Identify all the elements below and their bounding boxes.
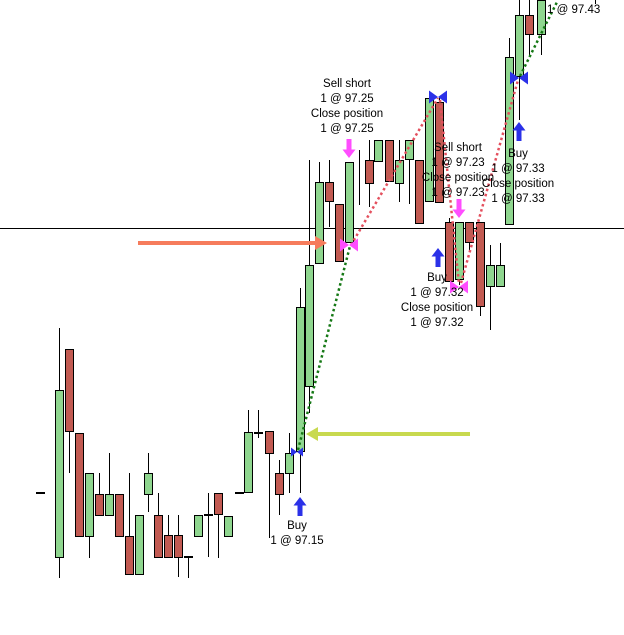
candle-up	[285, 453, 294, 474]
candle-up	[374, 140, 383, 162]
annotation-line: 1 @ 97.32	[410, 317, 464, 329]
doji-open-close-tick	[184, 556, 193, 558]
annotation-line: 1 @ 97.43	[547, 4, 601, 16]
candle-up	[135, 515, 144, 575]
doji-open-close-tick	[36, 492, 45, 494]
candle-down	[95, 494, 104, 516]
candle-up	[244, 432, 253, 493]
candle-wick	[595, 0, 596, 4]
annotation-line: Buy	[427, 272, 447, 284]
candle-wick	[490, 245, 491, 330]
doji-open-close-tick	[254, 432, 263, 434]
trade-annotation-sell-short-97-25: Sell short 1 @ 97.25 Close position 1 @ 97.…	[311, 77, 383, 137]
annotation-line: 1 @ 97.33	[491, 193, 545, 205]
candle-up	[85, 473, 94, 537]
candle-up	[315, 182, 324, 264]
annotation-line: 1 @ 97.23	[431, 187, 485, 199]
annotation-line: 1 @ 97.33	[491, 163, 545, 175]
candle-down	[214, 493, 223, 515]
pointer-arrow-icon	[306, 427, 470, 441]
trade-annotation-buy-97-32: Buy 1 @ 97.32 Close position 1 @ 97.32	[401, 271, 473, 331]
buy-arrow-icon	[512, 122, 526, 141]
candle-down	[525, 15, 534, 35]
doji-open-close-tick	[235, 492, 244, 494]
sell-arrow-icon	[452, 199, 466, 218]
candle-down	[164, 535, 173, 558]
candle-down	[115, 494, 124, 537]
annotation-line: Buy	[287, 520, 307, 532]
annotation-line: Close position	[481, 178, 555, 190]
candle-down	[365, 160, 374, 184]
candle-up	[194, 515, 203, 537]
candle-down	[75, 433, 84, 537]
trade-annotation-sell-short-97-23: Sell short 1 @ 97.23 Close position 1 @ 97.…	[422, 141, 494, 201]
candle-wick	[359, 150, 360, 205]
candle-down	[325, 182, 334, 202]
sell-arrow-icon	[342, 139, 356, 158]
annotation-line: 1 @ 97.23	[431, 157, 485, 169]
candle-up	[486, 265, 495, 287]
candle-wick	[208, 493, 209, 557]
candle-wick	[258, 410, 259, 438]
candle-down	[265, 431, 274, 454]
candle-up	[345, 162, 354, 243]
candle-wick	[269, 431, 270, 538]
candle-down	[465, 222, 474, 243]
candle-down	[65, 349, 74, 432]
annotation-line: Sell short	[323, 78, 371, 90]
candle-down	[275, 473, 284, 495]
candle-up	[405, 140, 414, 160]
candle-down	[125, 536, 134, 575]
candle-down	[476, 222, 485, 307]
doji-open-close-tick	[204, 514, 213, 516]
candle-up	[105, 494, 114, 516]
annotation-line: Sell short	[434, 142, 482, 154]
candle-down	[385, 140, 394, 182]
annotation-line: Buy	[508, 148, 528, 160]
annotation-line: 1 @ 97.32	[410, 287, 464, 299]
candle-up	[305, 265, 314, 387]
candle-up	[395, 160, 404, 184]
trade-annotation-buy-97-15: Buy 1 @ 97.15	[270, 519, 323, 549]
candle-wick	[129, 473, 130, 575]
candle-up	[144, 473, 153, 495]
candle-wick	[188, 557, 189, 578]
candle-wick	[109, 453, 110, 516]
pointer-arrow-icon	[138, 236, 327, 250]
annotation-line: Close position	[421, 172, 495, 184]
candle-up	[296, 307, 305, 452]
annotation-line: 1 @ 97.25	[320, 93, 374, 105]
annotation-line: Close position	[310, 108, 384, 120]
candle-up	[224, 516, 233, 537]
zero-baseline	[0, 228, 624, 229]
candle-up	[55, 390, 64, 558]
candle-up	[496, 265, 505, 287]
annotation-line: Close position	[400, 302, 474, 314]
candle-down	[154, 515, 163, 558]
annotation-line: 1 @ 97.15	[270, 535, 324, 547]
candle-up	[537, 0, 546, 35]
buy-arrow-icon	[293, 497, 307, 516]
buy-arrow-icon	[431, 248, 445, 267]
candle-down	[174, 535, 183, 558]
annotation-line: 1 @ 97.25	[320, 123, 374, 135]
candle-down	[335, 204, 344, 262]
candle-up	[515, 15, 524, 77]
candle-wick	[218, 493, 219, 558]
trade-annotation-buy-97-33: Buy 1 @ 97.33 Close position 1 @ 97.33	[482, 147, 554, 207]
trade-annotation-fill-97-43: 1 @ 97.43	[547, 3, 600, 18]
